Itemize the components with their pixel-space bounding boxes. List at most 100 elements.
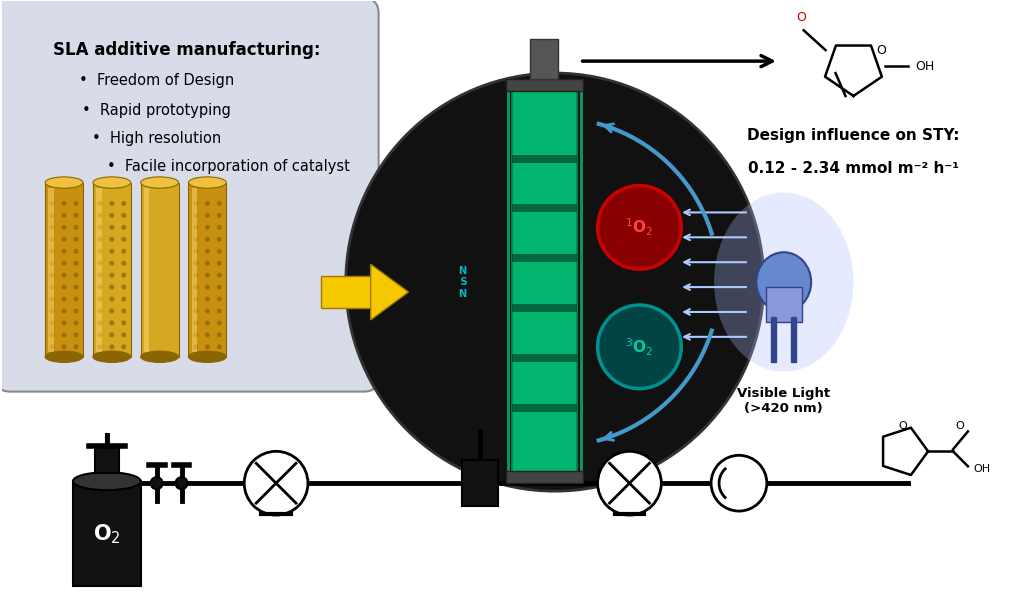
Circle shape xyxy=(121,308,126,313)
Circle shape xyxy=(61,213,67,218)
Circle shape xyxy=(97,237,102,242)
Ellipse shape xyxy=(73,472,140,490)
Ellipse shape xyxy=(93,177,131,188)
Circle shape xyxy=(205,345,210,349)
Circle shape xyxy=(217,332,222,337)
Circle shape xyxy=(217,213,222,218)
Text: •  Facile incorporation of catalyst: • Facile incorporation of catalyst xyxy=(106,159,350,174)
Circle shape xyxy=(49,213,54,218)
Circle shape xyxy=(61,237,67,242)
Circle shape xyxy=(121,248,126,254)
Circle shape xyxy=(49,345,54,349)
Circle shape xyxy=(61,285,67,289)
Circle shape xyxy=(598,185,681,269)
Circle shape xyxy=(97,201,102,206)
Text: •  High resolution: • High resolution xyxy=(92,131,221,146)
Circle shape xyxy=(97,273,102,278)
Circle shape xyxy=(121,321,126,326)
Bar xyxy=(95,446,119,473)
Circle shape xyxy=(61,225,67,230)
Ellipse shape xyxy=(188,177,226,188)
Circle shape xyxy=(74,261,79,266)
Circle shape xyxy=(121,213,126,218)
Text: O: O xyxy=(877,43,886,57)
Circle shape xyxy=(205,273,210,278)
Circle shape xyxy=(205,297,210,302)
Circle shape xyxy=(74,213,79,218)
Circle shape xyxy=(110,308,115,313)
Circle shape xyxy=(110,248,115,254)
FancyBboxPatch shape xyxy=(0,0,379,392)
Circle shape xyxy=(110,273,115,278)
Circle shape xyxy=(97,308,102,313)
Bar xyxy=(512,354,577,362)
Circle shape xyxy=(217,308,222,313)
Text: O$_2$: O$_2$ xyxy=(93,522,121,546)
Circle shape xyxy=(193,332,198,337)
Circle shape xyxy=(205,332,210,337)
Circle shape xyxy=(49,248,54,254)
Text: Design influence on STY:: Design influence on STY: xyxy=(748,128,959,143)
Polygon shape xyxy=(371,264,409,320)
Text: O: O xyxy=(899,422,907,431)
Bar xyxy=(512,304,577,312)
Circle shape xyxy=(49,225,54,230)
Circle shape xyxy=(193,297,198,302)
Circle shape xyxy=(205,248,210,254)
Bar xyxy=(143,187,150,352)
Text: Visible Light
(>420 nm): Visible Light (>420 nm) xyxy=(737,387,830,415)
Circle shape xyxy=(61,297,67,302)
Bar xyxy=(321,276,373,308)
Circle shape xyxy=(205,321,210,326)
Circle shape xyxy=(74,285,79,289)
Circle shape xyxy=(110,261,115,266)
Circle shape xyxy=(151,477,163,489)
Ellipse shape xyxy=(714,193,853,371)
Circle shape xyxy=(110,237,115,242)
Circle shape xyxy=(175,477,187,489)
Circle shape xyxy=(61,332,67,337)
Circle shape xyxy=(61,261,67,266)
Circle shape xyxy=(61,273,67,278)
Bar xyxy=(96,187,101,352)
Circle shape xyxy=(74,297,79,302)
Ellipse shape xyxy=(188,351,226,362)
Ellipse shape xyxy=(140,351,178,362)
Circle shape xyxy=(110,332,115,337)
Ellipse shape xyxy=(757,252,811,312)
Circle shape xyxy=(121,297,126,302)
Circle shape xyxy=(711,455,767,511)
Circle shape xyxy=(205,285,210,289)
Circle shape xyxy=(217,297,222,302)
Circle shape xyxy=(244,451,308,515)
Circle shape xyxy=(49,308,54,313)
Circle shape xyxy=(121,345,126,349)
Circle shape xyxy=(110,201,115,206)
Circle shape xyxy=(217,248,222,254)
Ellipse shape xyxy=(93,351,131,362)
Circle shape xyxy=(61,321,67,326)
Bar xyxy=(771,317,776,362)
Circle shape xyxy=(74,201,79,206)
Circle shape xyxy=(49,321,54,326)
Bar xyxy=(512,88,577,476)
Bar xyxy=(529,39,558,79)
Circle shape xyxy=(193,261,198,266)
Circle shape xyxy=(193,225,198,230)
Circle shape xyxy=(205,213,210,218)
Bar xyxy=(792,317,797,362)
Bar xyxy=(512,254,577,262)
Text: O: O xyxy=(797,11,807,24)
Circle shape xyxy=(193,213,198,218)
Bar xyxy=(766,287,802,322)
Circle shape xyxy=(49,261,54,266)
Circle shape xyxy=(110,297,115,302)
Circle shape xyxy=(217,321,222,326)
Circle shape xyxy=(97,345,102,349)
Circle shape xyxy=(193,248,198,254)
Circle shape xyxy=(110,285,115,289)
Circle shape xyxy=(121,273,126,278)
Circle shape xyxy=(193,285,198,289)
Circle shape xyxy=(193,308,198,313)
Bar xyxy=(188,182,226,357)
